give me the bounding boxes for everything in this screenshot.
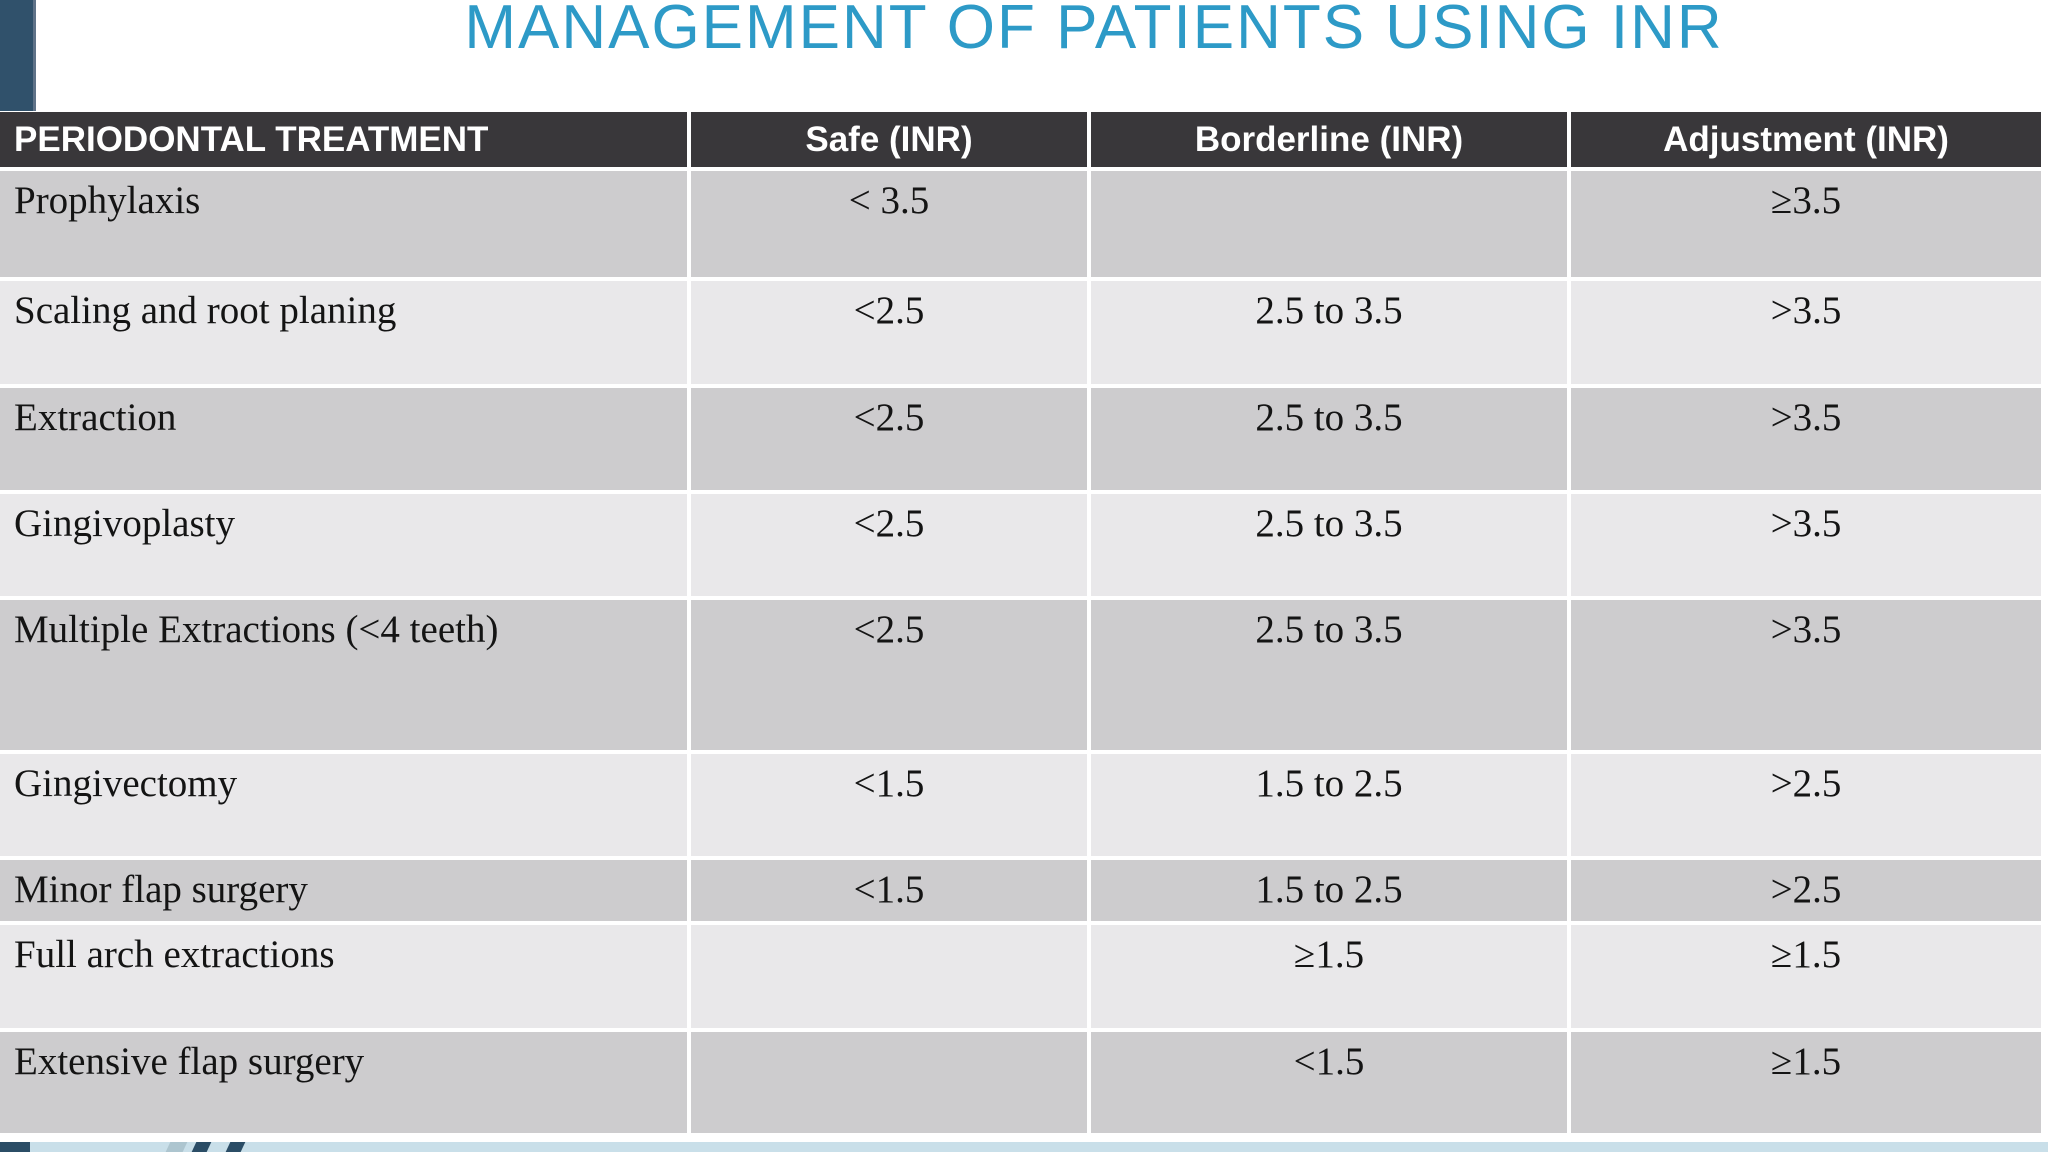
adjustment-cell: >3.5 [1567,277,2045,388]
borderline-cell: 2.5 to 3.5 [1087,277,1571,388]
safe-cell: <2.5 [687,596,1091,754]
treatment-cell: Full arch extractions [0,921,691,1032]
adjustment-cell: >3.5 [1567,490,2045,600]
adjustment-cell: >3.5 [1567,596,2045,754]
treatment-cell: Prophylaxis [0,167,691,281]
column-header-periodontal-treatment: PERIODONTAL TREATMENT [0,112,691,171]
safe-cell [687,921,1091,1032]
borderline-cell [1087,167,1571,281]
treatment-cell: Gingivoplasty [0,490,691,600]
left-accent-bar [0,0,36,111]
table-row: Full arch extractions ≥1.5 ≥1.5 [0,921,2045,1032]
treatment-cell: Scaling and root planing [0,277,691,388]
borderline-cell: 2.5 to 3.5 [1087,490,1571,600]
adjustment-cell: >2.5 [1567,856,2045,925]
header-row: PERIODONTAL TREATMENT Safe (INR) Borderl… [0,112,2045,171]
treatment-cell: Multiple Extractions (<4 teeth) [0,596,691,754]
borderline-cell: 1.5 to 2.5 [1087,750,1571,860]
table-row: Gingivectomy <1.5 1.5 to 2.5 >2.5 [0,750,2045,860]
table-header: PERIODONTAL TREATMENT Safe (INR) Borderl… [0,112,2045,171]
borderline-cell: ≥1.5 [1087,921,1571,1032]
adjustment-cell: ≥1.5 [1567,921,2045,1032]
footer-accent-block [0,1142,30,1152]
adjustment-cell: ≥3.5 [1567,167,2045,281]
footer-strip [0,1142,2048,1152]
table-row: Multiple Extractions (<4 teeth) <2.5 2.5 t… [0,596,2045,754]
adjustment-cell: >3.5 [1567,384,2045,494]
table-row: Gingivoplasty <2.5 2.5 to 3.5 >3.5 [0,490,2045,600]
treatment-cell: Extraction [0,384,691,494]
safe-cell: < 3.5 [687,167,1091,281]
column-header-borderline-inr: Borderline (INR) [1087,112,1571,171]
table-row: Scaling and root planing <2.5 2.5 to 3.5 >3… [0,277,2045,388]
adjustment-cell: >2.5 [1567,750,2045,860]
treatment-cell: Gingivectomy [0,750,691,860]
safe-cell: <2.5 [687,490,1091,600]
column-header-safe-inr: Safe (INR) [687,112,1091,171]
inr-table-body: Prophylaxis < 3.5 ≥3.5 Scaling and root pla… [0,167,2045,1137]
borderline-cell: <1.5 [1087,1028,1571,1137]
safe-cell: <1.5 [687,856,1091,925]
borderline-cell: 1.5 to 2.5 [1087,856,1571,925]
borderline-cell: 2.5 to 3.5 [1087,384,1571,494]
page-title: MANAGEMENT OF PATIENTS USING INR [464,0,1724,62]
column-header-adjustment-inr: Adjustment (INR) [1567,112,2045,171]
table-row: Prophylaxis < 3.5 ≥3.5 [0,167,2045,281]
borderline-cell: 2.5 to 3.5 [1087,596,1571,754]
treatment-cell: Minor flap surgery [0,856,691,925]
table-row: Extensive flap surgery <1.5 ≥1.5 [0,1028,2045,1137]
inr-table: PERIODONTAL TREATMENT Safe (INR) Borderl… [0,112,2045,1137]
safe-cell: <2.5 [687,384,1091,494]
safe-cell: <2.5 [687,277,1091,388]
table-row: Minor flap surgery <1.5 1.5 to 2.5 >2.5 [0,856,2045,925]
table-row: Extraction <2.5 2.5 to 3.5 >3.5 [0,384,2045,494]
safe-cell [687,1028,1091,1137]
adjustment-cell: ≥1.5 [1567,1028,2045,1137]
safe-cell: <1.5 [687,750,1091,860]
treatment-cell: Extensive flap surgery [0,1028,691,1137]
